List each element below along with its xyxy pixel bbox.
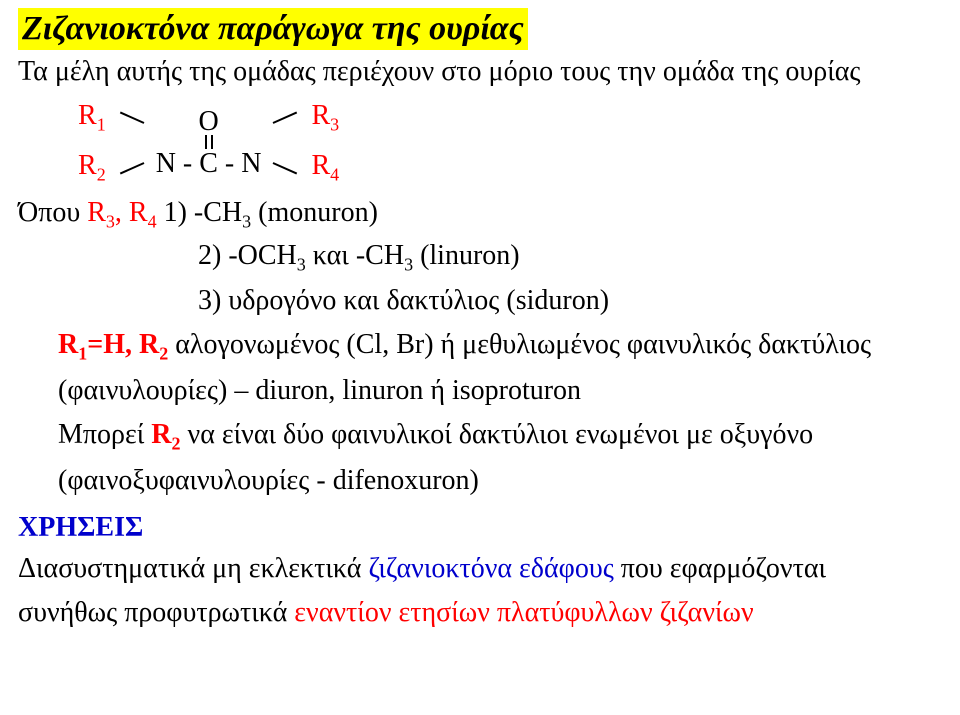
subtitle-text: Τα μέλη αυτής της ομάδας περιέχουν στο μ… — [18, 56, 942, 88]
where-lead: Όπου — [18, 197, 87, 228]
uses-heading: ΧΡΗΣΕΙΣ — [18, 512, 942, 544]
r1-key-sub: 1 — [78, 344, 87, 364]
final2b-emphasis: εναντίον ετησίων πλατύφυλλων ζιζανίων — [294, 597, 753, 628]
right-r-stack: R3 R4 — [311, 102, 339, 183]
r1r2-line-2: (φαινυλουρίες) – diuron, linuron ή isopr… — [18, 370, 942, 412]
where-r-letter: R — [87, 197, 106, 228]
r3-letter: R — [311, 100, 330, 131]
r1-key-letter: R — [58, 329, 78, 360]
opt2-sub2: 3 — [404, 254, 413, 274]
r1r2-line-1: R1=H, R2 αλογονωμένος (Cl, Br) ή μεθυλιω… — [18, 324, 942, 368]
r4-label: R4 — [311, 152, 339, 184]
oxygen-atom: O — [198, 108, 218, 136]
r1-key: R1=H, R2 — [58, 329, 168, 360]
final-line-1: Διασυστηματικά μη εκλεκτικά ζιζανιοκτόνα… — [18, 548, 942, 590]
final1a: Διασυστηματικά μη εκλεκτικά — [18, 553, 368, 584]
r1-eq: =H, R — [87, 329, 159, 360]
r4-letter: R — [311, 150, 330, 181]
r2-sub: 2 — [97, 164, 106, 184]
left-bond-bracket — [116, 110, 146, 176]
final1b-emphasis: ζιζανιοκτόνα εδάφους — [368, 553, 613, 584]
r2-label: R2 — [78, 152, 106, 184]
opt1-tail: (monuron) — [251, 197, 378, 228]
where-line-3: 3) υδρογόνο και δακτύλιος (siduron) — [18, 280, 942, 322]
where-r3: R3, R4 — [87, 197, 156, 228]
may-r2: R2 — [151, 419, 180, 450]
r4-sub: 4 — [330, 164, 339, 184]
r1-letter: R — [78, 100, 97, 131]
may-rest1: να είναι δύο φαινυλικοί δακτύλιοι ενωμέν… — [181, 419, 814, 450]
r1r2-rest1: αλογονωμένος (Cl, Br) ή μεθυλιωμένος φαι… — [168, 329, 871, 360]
r3-label: R3 — [311, 102, 339, 134]
opt2-sub1: 3 — [297, 254, 306, 274]
page-title: Ζιζανιοκτόνα παράγωγα της ουρίας — [18, 8, 528, 50]
opt2-text: 2) -OCH — [198, 240, 297, 271]
right-bond-bracket — [271, 110, 301, 176]
r2-key-sub: 2 — [159, 344, 168, 364]
where-r4-sub: 4 — [148, 212, 157, 232]
r1-sub: 1 — [97, 115, 106, 135]
may-line-2: (φαινοξυφαινυλουρίες - difenoxuron) — [18, 460, 942, 502]
r1-label: R1 — [78, 102, 106, 134]
urea-formula: R1 R2 O N - C - N R3 R4 — [78, 102, 942, 183]
ncn-text: N - C - N — [156, 150, 262, 178]
double-bond-icon — [205, 135, 213, 149]
opt1-sub: 3 — [242, 212, 251, 232]
final-line-2: συνήθως προφυτρωτικά εναντίον ετησίων πλ… — [18, 592, 942, 634]
r3-sub: 3 — [330, 115, 339, 135]
where-line-2: 2) -OCH3 και -CH3 (linuron) — [18, 235, 942, 279]
may-r2-letter: R — [151, 419, 171, 450]
opt2-tail: (linuron) — [413, 240, 520, 271]
center-column: O N - C - N — [156, 108, 262, 178]
may-line-1: Μπορεί R2 να είναι δύο φαινυλικοί δακτύλ… — [18, 414, 942, 458]
left-r-stack: R1 R2 — [78, 102, 106, 183]
where-r3-sub: 3 — [106, 212, 115, 232]
may-r2-sub: 2 — [172, 434, 181, 454]
may-lead: Μπορεί — [58, 419, 151, 450]
opt1-text: 1) -CH — [157, 197, 243, 228]
final2a: συνήθως προφυτρωτικά — [18, 597, 294, 628]
where-comma: , R — [115, 197, 148, 228]
where-line-1: Όπου R3, R4 1) -CH3 (monuron) — [18, 197, 942, 233]
final1c: που εφαρμόζονται — [614, 553, 826, 584]
r2-letter: R — [78, 150, 97, 181]
opt2-mid: και -CH — [306, 240, 404, 271]
